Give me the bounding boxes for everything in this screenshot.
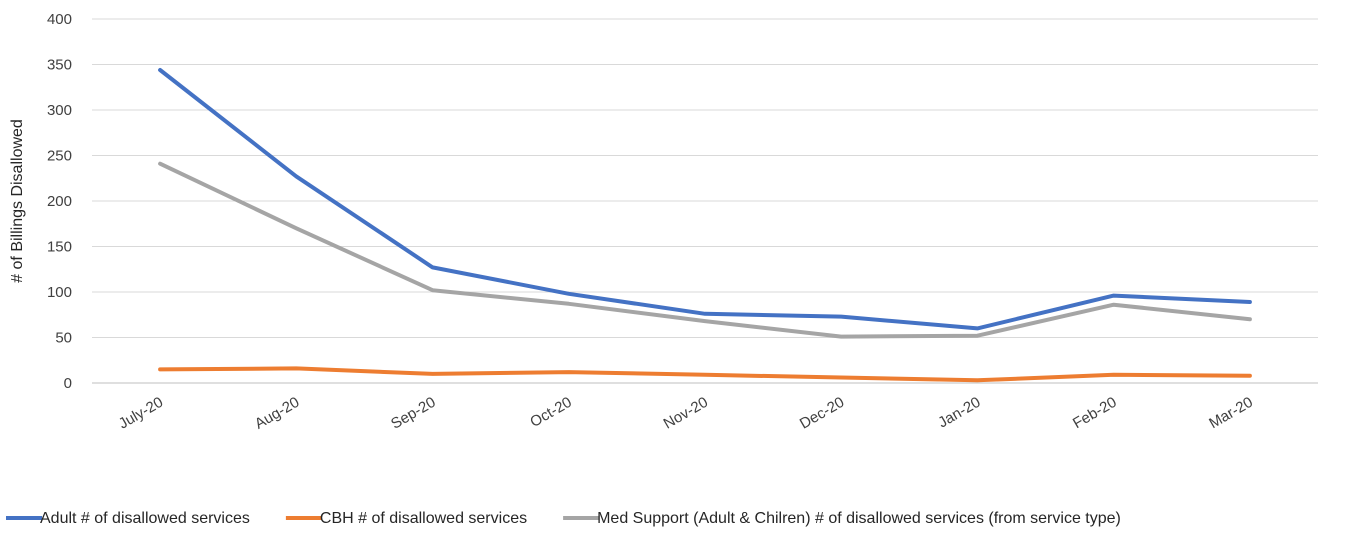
- legend-item-1: Adult # of disallowed services: [6, 510, 250, 527]
- legend-item-2: CBH # of disallowed services: [285, 510, 527, 527]
- series-line-3: [158, 161, 1252, 339]
- y-tick-label: 350: [47, 57, 72, 74]
- legend-label: Med Support (Adult & Chilren) # of disal…: [597, 510, 1121, 527]
- y-tick-label: 100: [47, 284, 72, 301]
- y-tick-label: 250: [47, 148, 72, 165]
- x-tick-label: Mar-20: [1206, 394, 1256, 432]
- y-tick-label: 400: [47, 11, 72, 28]
- x-tick-label: Jan-20: [935, 394, 983, 432]
- series-lines: [158, 68, 1252, 383]
- y-tick-label: 200: [47, 193, 72, 210]
- x-tick-label: Aug-20: [252, 394, 302, 433]
- gridlines: [92, 18, 1318, 384]
- y-axis-ticks: 0 50 100 150 200 250 300 350 400: [47, 11, 72, 392]
- series-line-1: [158, 68, 1252, 331]
- x-tick-label: Sep-20: [388, 394, 438, 433]
- x-tick-label: Nov-20: [661, 394, 711, 433]
- x-axis-ticks: July-20 Aug-20 Sep-20 Oct-20 Nov-20 Dec-20 Jan…: [116, 394, 1256, 433]
- legend-item-3: Med Support (Adult & Chilren) # of disal…: [563, 510, 1121, 527]
- x-tick-label: Feb-20: [1070, 394, 1120, 432]
- y-axis-label: # of Billings Disallowed: [9, 119, 26, 283]
- x-tick-label: Oct-20: [527, 394, 574, 431]
- legend-label: CBH # of disallowed services: [320, 510, 527, 527]
- legend: Adult # of disallowed services CBH # of d…: [6, 510, 1121, 527]
- legend-label: Adult # of disallowed services: [40, 510, 250, 527]
- y-tick-label: 150: [47, 239, 72, 256]
- y-tick-label: 50: [55, 330, 72, 347]
- x-tick-label: July-20: [116, 394, 166, 433]
- y-tick-label: 300: [47, 102, 72, 119]
- x-tick-label: Dec-20: [797, 394, 847, 433]
- y-tick-label: 0: [64, 375, 72, 392]
- series-line-2: [158, 366, 1252, 383]
